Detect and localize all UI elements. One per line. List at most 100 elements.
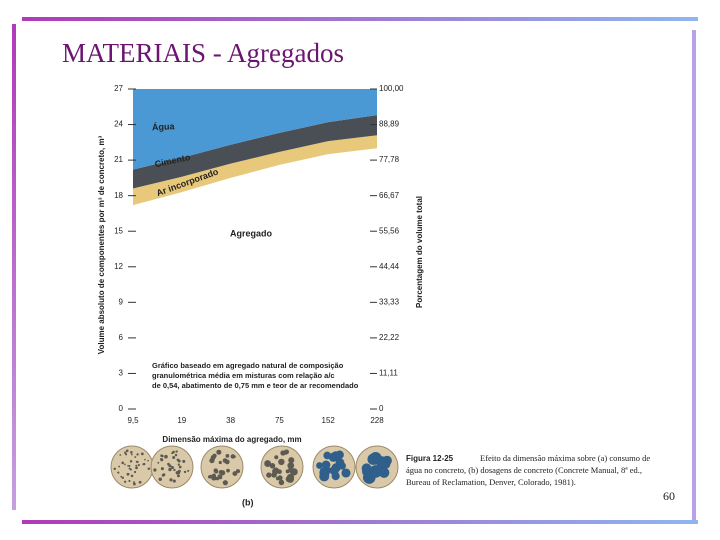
aggregate-particle (288, 457, 295, 464)
x-tick-label: 19 (177, 416, 186, 425)
aggregate-particle (128, 467, 131, 470)
aggregate-particle (117, 471, 120, 474)
note: Gráfico baseado em agregado natural de c… (152, 361, 344, 370)
y2-tick-label: 66,67 (379, 191, 400, 200)
aggregate-particle (133, 481, 135, 483)
aggregate-particle (280, 450, 286, 456)
aggregate-particle (138, 480, 142, 484)
aggregate-particle (135, 464, 138, 467)
aggregate-particle (127, 472, 130, 475)
area-label: Agregado (230, 228, 273, 238)
aggregate-particle (144, 458, 146, 461)
note: de 0,54, abatimento de 0,75 mm e teor de… (152, 381, 359, 390)
y2-tick-label: 11,11 (379, 369, 398, 378)
aggregate-particle (264, 460, 272, 468)
right-rule (692, 30, 696, 520)
aggregate-particle (168, 464, 172, 468)
aggregate-particle (214, 470, 218, 474)
aggregate-particle (335, 458, 345, 467)
aggregate-particle (172, 455, 176, 459)
y-tick-label: 15 (114, 226, 123, 235)
y2-tick-label: 55,56 (379, 226, 400, 235)
aggregate-particle (160, 454, 163, 457)
aggregate-particle (118, 465, 121, 468)
aggregate-particle (187, 469, 190, 472)
y2-axis-label: Porcentagem do volume total (415, 196, 424, 308)
aggregate-particle (125, 449, 129, 453)
y-tick-label: 12 (114, 262, 123, 271)
aggregate-particle (140, 452, 144, 456)
x-tick-label: 228 (370, 416, 384, 425)
aggregate-particle (164, 454, 168, 459)
aggregate-particle (225, 454, 230, 458)
aggregate-particle (132, 482, 136, 486)
area (133, 115, 377, 189)
aggregate-sample (200, 445, 244, 489)
aggregate-particle (320, 468, 330, 478)
aggregate-particle (335, 450, 344, 459)
aggregate-particle (177, 474, 180, 478)
aggregate-particle (158, 477, 162, 481)
aggregate-particle (136, 453, 139, 456)
x-tick-label: 38 (226, 416, 235, 425)
aggregate-particle (147, 459, 149, 462)
y2-tick-label: 22,22 (379, 333, 400, 342)
aggregate-particle (216, 449, 222, 455)
aggregate-particle (232, 471, 238, 477)
aggregate-particle (341, 468, 351, 478)
caption-line: Efeito da dimensão máxima sobre (a) cons… (480, 453, 650, 463)
aggregate-particle (124, 451, 127, 454)
y-axis-label: Volume absoluto de componentes por m³ de… (97, 135, 106, 354)
aggregate-particle (323, 451, 332, 460)
aggregate-particle (173, 480, 176, 483)
aggregate-particle (153, 468, 157, 472)
area (133, 89, 377, 170)
aggregate-particle (329, 465, 339, 476)
aggregate-particle (121, 461, 124, 465)
aggregate-particle (171, 452, 174, 455)
aggregate-particle (173, 468, 176, 472)
aggregate-particle (130, 451, 133, 454)
note: granulométrica média em misturas com rel… (152, 371, 335, 380)
y-tick-label: 9 (119, 297, 124, 306)
aggregate-particle (177, 463, 180, 466)
aggregate-particle (136, 460, 139, 464)
aggregate-particle (176, 458, 180, 462)
area-label: Água (152, 121, 176, 132)
aggregate-particle (376, 467, 385, 476)
aggregate-particle (275, 476, 280, 481)
aggregate-particle (143, 462, 146, 466)
aggregate-particle (124, 463, 126, 466)
slide-title: MATERIAIS - Agregados (62, 38, 344, 68)
aggregate-particle (133, 470, 137, 474)
aggregate-particle (278, 479, 285, 486)
aggregate-particle (161, 473, 165, 477)
aggregate-particle (272, 468, 278, 474)
aggregate-particle (128, 464, 131, 467)
page-number: 60 (663, 489, 675, 503)
aggregate-particle (128, 479, 131, 483)
area (133, 148, 377, 409)
aggregate-particle (135, 466, 138, 470)
y-tick-label: 27 (114, 84, 123, 93)
aggregate-particle (160, 467, 164, 471)
aggregate-particle (175, 470, 180, 475)
aggregate-particle (218, 470, 224, 475)
aggregate-particle (182, 459, 186, 463)
y2-tick-label: 88,89 (379, 120, 400, 129)
aggregate-particle (183, 470, 187, 474)
aggregate-particle (286, 473, 295, 482)
aggregate-particle (208, 474, 213, 479)
y-tick-label: 0 (119, 404, 124, 413)
aggregate-particle (137, 464, 140, 467)
aggregate-particle (168, 467, 172, 472)
aggregate-particle (278, 458, 285, 466)
y2-tick-label: 77,78 (379, 155, 400, 164)
aggregate-particle (124, 453, 128, 456)
y-tick-label: 6 (119, 333, 124, 342)
aggregate-particle (113, 467, 116, 471)
aggregate-particle (230, 454, 236, 459)
aggregate-particle (321, 460, 331, 470)
caption-label: Figura 12-25 (406, 454, 454, 463)
